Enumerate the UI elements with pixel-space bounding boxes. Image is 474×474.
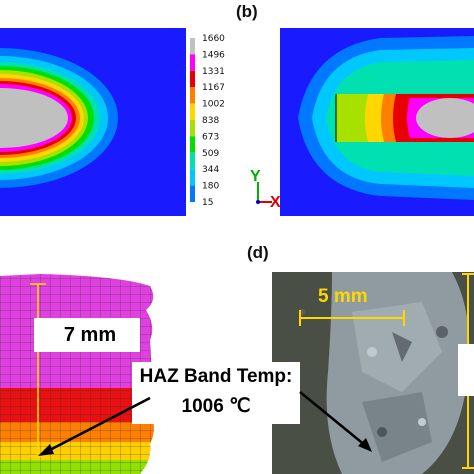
color-scale-swatch <box>190 169 195 186</box>
haz-annotation-line2: 1006 ℃ <box>181 396 251 417</box>
color-scale: 1660 1496 1331 1167 1002 838 673 509 344 180 15 <box>190 34 225 206</box>
color-scale-swatch <box>190 54 195 71</box>
color-scale-swatch <box>190 38 195 55</box>
fea-scale-label: 7 mm <box>63 324 117 346</box>
color-scale-label: 838 <box>202 116 219 126</box>
photo-scale-label: 5 mm <box>318 286 368 307</box>
color-scale-swatch <box>190 103 195 120</box>
axis-x-label: X <box>270 194 281 211</box>
contour-plot-right <box>280 28 474 216</box>
color-scale-label: 1496 <box>202 50 225 60</box>
color-scale-label: 509 <box>202 149 219 159</box>
color-scale-label: 1167 <box>202 83 225 93</box>
color-scale-swatch <box>190 70 195 88</box>
color-scale-label: 344 <box>202 165 219 175</box>
color-scale-label: 1002 <box>202 100 225 110</box>
axis-y-label: Y <box>250 168 261 185</box>
panel-label-d: (d) <box>247 243 269 262</box>
haz-annotation-line1: HAZ Band Temp: <box>139 366 293 387</box>
color-scale-swatch <box>190 87 195 104</box>
color-scale-swatch <box>190 152 195 170</box>
micrograph-photo <box>272 272 474 474</box>
color-scale-swatch <box>190 185 195 202</box>
color-scale-swatch <box>190 136 195 153</box>
contour-plot-left <box>0 28 186 216</box>
axis-triad <box>256 182 272 204</box>
color-scale-label: 1331 <box>202 67 225 77</box>
color-scale-label: 673 <box>202 132 219 142</box>
color-scale-label: 15 <box>202 198 213 206</box>
panel-label-b: (b) <box>236 2 258 21</box>
color-scale-label: 180 <box>202 182 219 192</box>
color-scale-swatch <box>190 120 195 137</box>
haz-annotation-box: HAZ Band Temp: 1006 ℃ <box>132 362 300 424</box>
color-scale-label: 1660 <box>202 34 225 44</box>
